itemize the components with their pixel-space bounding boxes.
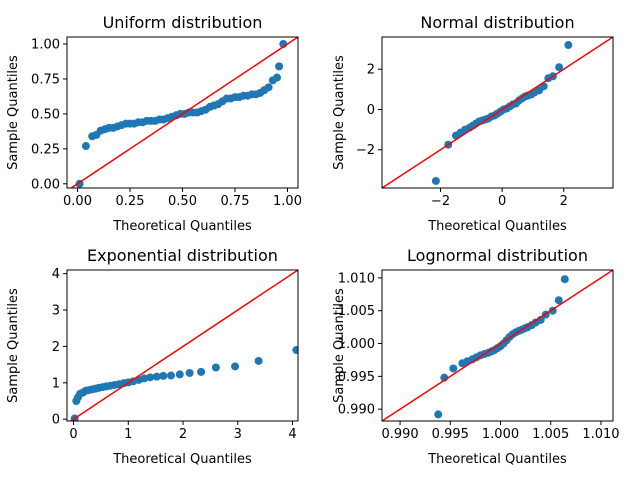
data-point <box>560 275 569 284</box>
data-point <box>554 296 563 305</box>
reference-line <box>382 37 613 188</box>
y-tick-label: 1 <box>52 376 60 391</box>
y-tick-label: 3 <box>52 304 60 319</box>
y-tick-label: 0.00 <box>31 177 60 192</box>
scatter-points <box>431 41 573 185</box>
subplot-title: Normal distribution <box>420 13 574 32</box>
reference-line <box>382 270 613 421</box>
x-axis-label: Theoretical Quantiles <box>112 452 252 467</box>
x-tick-label: 1 <box>124 427 132 442</box>
y-axis-label: Sample Quantiles <box>332 55 347 170</box>
subplot-1: 0.00 0.25 0.50 0.75 1.00 0.00 0.25 0.50 0.75 1.00… <box>6 13 302 234</box>
data-point <box>197 367 206 376</box>
data-point <box>140 374 149 383</box>
y-tick-label: 4 <box>52 267 60 282</box>
x-tick-label: −2 <box>431 194 450 209</box>
data-point <box>185 368 194 377</box>
x-tick-label: 0.990 <box>381 427 418 442</box>
x-tick-label: 2 <box>560 194 568 209</box>
data-point <box>275 62 284 71</box>
y-tick-label: 0.75 <box>31 72 60 87</box>
y-tick-label: 1.010 <box>338 271 375 286</box>
x-axis-label: Theoretical Quantiles <box>427 452 567 467</box>
x-tick-label: 0.00 <box>63 194 92 209</box>
x-tick-label: 1.00 <box>273 194 302 209</box>
data-point <box>175 370 184 379</box>
y-tick-label: 2 <box>52 340 60 355</box>
axes-frame <box>66 269 299 422</box>
subplot-title: Exponential distribution <box>87 246 278 265</box>
data-point <box>264 83 273 92</box>
y-tick-label: 0.990 <box>338 403 375 418</box>
data-point <box>159 371 168 380</box>
y-tick-label: 0.50 <box>31 107 60 122</box>
x-tick-label: 0.75 <box>221 194 250 209</box>
x-tick-label: 0.50 <box>168 194 197 209</box>
data-point <box>254 356 263 365</box>
x-axis-label: Theoretical Quantiles <box>427 219 567 234</box>
y-axis-label: Sample Quantiles <box>332 288 347 403</box>
x-tick-label: 0 <box>69 427 77 442</box>
subplot-4: 0.990 0.995 1.000 1.005 1.010 0.990 0.995 1.000… <box>332 246 620 467</box>
reference-line <box>69 270 298 421</box>
y-axis-label: Sample Quantiles <box>6 288 21 403</box>
y-tick-label: 0 <box>367 103 375 118</box>
data-point <box>146 373 155 382</box>
subplot-3: 0 1 2 3 4 0 1 2 3 4 Exponential distribution Theore… <box>6 246 299 467</box>
subplot-title: Lognormal distribution <box>407 246 588 265</box>
x-tick-label: 0.25 <box>116 194 145 209</box>
data-point <box>434 410 443 419</box>
subplot-2: −2 0 2 −2 0 2 Normal distribution Theoretical Q… <box>332 13 614 234</box>
y-tick-label: 0.25 <box>31 142 60 157</box>
data-point <box>152 372 161 381</box>
y-tick-label: −2 <box>356 143 375 158</box>
x-axis-label: Theoretical Quantiles <box>112 219 252 234</box>
data-point <box>292 346 298 355</box>
y-axis-label: Sample Quantiles <box>6 55 21 170</box>
data-point <box>167 371 176 380</box>
x-tick-label: 4 <box>288 427 296 442</box>
y-tick-label: 2 <box>367 63 375 78</box>
subplot-title: Uniform distribution <box>103 13 263 32</box>
y-tick-label: 0 <box>52 413 60 428</box>
scatter-points <box>75 39 288 188</box>
data-point <box>555 63 564 72</box>
reference-line <box>69 37 298 188</box>
axes-frame <box>381 36 614 189</box>
x-tick-label: 1.005 <box>532 427 569 442</box>
y-tick-label: 1.00 <box>31 37 60 52</box>
x-tick-label: 2 <box>179 427 187 442</box>
x-tick-label: 1.010 <box>582 427 619 442</box>
data-point <box>231 362 240 371</box>
data-point <box>81 142 90 151</box>
x-tick-label: 0.995 <box>432 427 469 442</box>
y-tick-label: 0.995 <box>338 370 375 385</box>
data-point <box>273 73 281 82</box>
x-tick-label: 3 <box>234 427 242 442</box>
scatter-points <box>434 275 569 419</box>
y-tick-label: 1.005 <box>338 304 375 319</box>
axes-frame <box>381 269 614 422</box>
data-point <box>564 41 573 50</box>
data-point <box>211 363 220 372</box>
x-tick-label: 0 <box>498 194 506 209</box>
data-point <box>431 176 440 185</box>
x-tick-label: 1.000 <box>482 427 519 442</box>
scatter-points <box>70 346 298 421</box>
data-point <box>449 364 458 373</box>
y-tick-label: 1.000 <box>338 337 375 352</box>
